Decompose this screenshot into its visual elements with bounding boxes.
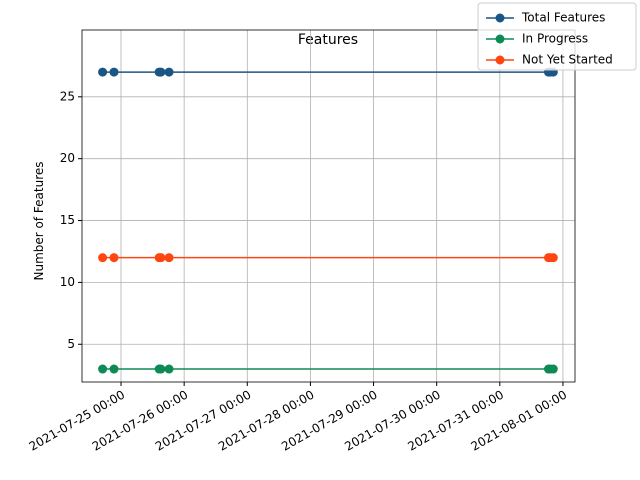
- point: [98, 364, 108, 374]
- point: [98, 253, 108, 263]
- point: [156, 364, 166, 374]
- point: [548, 364, 558, 374]
- y-tick-label: 25: [60, 89, 75, 103]
- point: [109, 364, 119, 374]
- y-tick-label: 10: [60, 275, 75, 289]
- legend-marker: [495, 55, 505, 65]
- y-tick-label: 5: [67, 337, 75, 351]
- point: [548, 253, 558, 263]
- y-axis-label: Number of Features: [32, 162, 46, 281]
- legend-marker: [495, 34, 505, 44]
- y-tick-label: 20: [60, 151, 75, 165]
- point: [156, 67, 166, 77]
- legend-label: In Progress: [522, 32, 588, 46]
- point: [109, 253, 119, 263]
- chart-title: Features: [298, 32, 358, 48]
- point: [98, 67, 108, 77]
- point: [164, 67, 174, 77]
- legend-label: Not Yet Started: [522, 53, 613, 67]
- plot-frame: [81, 29, 576, 383]
- legend-box: [477, 2, 637, 71]
- point: [109, 67, 119, 77]
- legend-label: Total Features: [521, 11, 605, 25]
- point: [156, 253, 166, 263]
- point: [164, 253, 174, 263]
- point: [164, 364, 174, 374]
- y-tick-label: 15: [60, 213, 75, 227]
- legend-marker: [495, 13, 505, 23]
